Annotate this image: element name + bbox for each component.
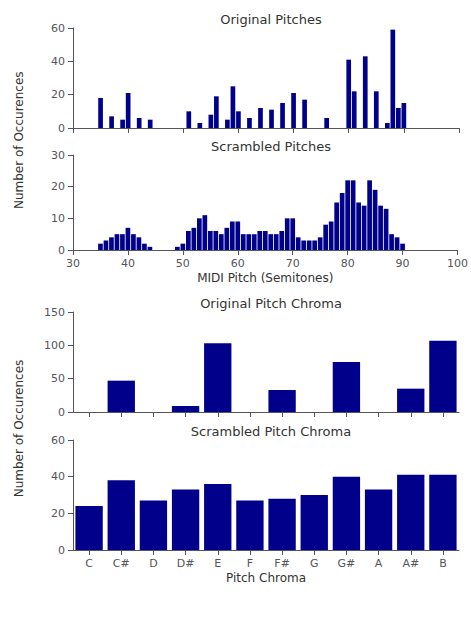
svg-text:F: F bbox=[247, 557, 253, 570]
svg-text:C#: C# bbox=[113, 557, 130, 570]
svg-text:Number of Occurences: Number of Occurences bbox=[12, 360, 26, 498]
svg-text:Scrambled Pitches: Scrambled Pitches bbox=[211, 139, 331, 154]
svg-text:40: 40 bbox=[51, 470, 65, 483]
svg-text:50: 50 bbox=[51, 372, 65, 385]
svg-text:0: 0 bbox=[58, 244, 65, 257]
svg-text:0: 0 bbox=[58, 122, 65, 135]
svg-text:Scrambled Pitch Chroma: Scrambled Pitch Chroma bbox=[191, 424, 351, 439]
svg-text:50: 50 bbox=[176, 257, 190, 270]
svg-text:70: 70 bbox=[286, 257, 300, 270]
svg-text:G: G bbox=[310, 557, 319, 570]
svg-text:Number of Occurences: Number of Occurences bbox=[12, 71, 26, 209]
svg-text:0: 0 bbox=[58, 406, 65, 419]
svg-text:80: 80 bbox=[341, 257, 355, 270]
svg-text:G#: G# bbox=[338, 557, 356, 570]
svg-text:20: 20 bbox=[51, 180, 65, 193]
svg-text:D#: D# bbox=[177, 557, 195, 570]
svg-text:B: B bbox=[439, 557, 447, 570]
svg-text:A: A bbox=[375, 557, 383, 570]
svg-text:10: 10 bbox=[51, 212, 65, 225]
svg-text:40: 40 bbox=[51, 55, 65, 68]
svg-text:60: 60 bbox=[51, 22, 65, 35]
svg-text:A#: A# bbox=[402, 557, 419, 570]
svg-text:20: 20 bbox=[51, 507, 65, 520]
svg-text:100: 100 bbox=[44, 339, 65, 352]
svg-text:30: 30 bbox=[51, 149, 65, 162]
svg-text:100: 100 bbox=[447, 257, 468, 270]
svg-text:E: E bbox=[214, 557, 221, 570]
svg-text:F#: F# bbox=[274, 557, 290, 570]
svg-text:30: 30 bbox=[66, 257, 80, 270]
svg-text:20: 20 bbox=[51, 88, 65, 101]
svg-text:40: 40 bbox=[121, 257, 135, 270]
svg-text:90: 90 bbox=[396, 257, 410, 270]
svg-text:60: 60 bbox=[51, 434, 65, 447]
svg-text:Original Pitch Chroma: Original Pitch Chroma bbox=[200, 296, 342, 311]
svg-text:C: C bbox=[85, 557, 93, 570]
svg-text:Original Pitches: Original Pitches bbox=[220, 12, 322, 27]
svg-text:D: D bbox=[149, 557, 157, 570]
svg-text:MIDI Pitch (Semitones): MIDI Pitch (Semitones) bbox=[197, 271, 333, 285]
svg-text:Pitch Chroma: Pitch Chroma bbox=[226, 571, 306, 585]
svg-text:0: 0 bbox=[58, 544, 65, 557]
svg-text:150: 150 bbox=[44, 306, 65, 319]
svg-text:60: 60 bbox=[231, 257, 245, 270]
